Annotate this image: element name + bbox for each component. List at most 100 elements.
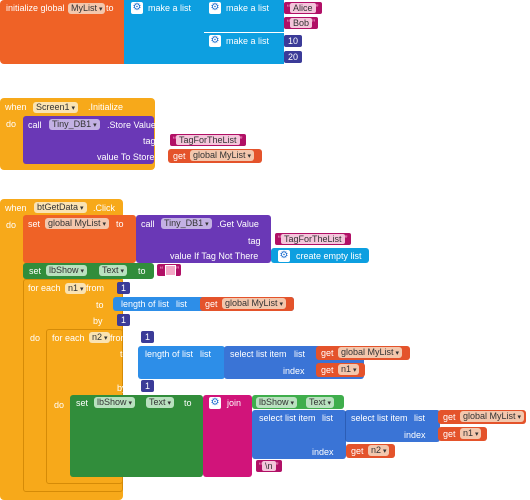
tag-label: tag (248, 236, 261, 246)
when-label: when (5, 203, 27, 213)
get-var[interactable]: global MyList (190, 150, 254, 161)
select-label: select list item (259, 413, 316, 423)
tag-label: tag (143, 136, 156, 146)
list-label: list (322, 413, 333, 423)
do-label: do (6, 119, 17, 129)
select-label: select list item (230, 349, 287, 359)
gear-icon[interactable]: ⚙ (209, 2, 221, 14)
list-label: list (176, 299, 187, 309)
get-label: get (321, 348, 334, 358)
text-bob[interactable]: “Bob” (284, 17, 319, 29)
empty-text-swatch (165, 265, 176, 276)
empty-list-block[interactable] (271, 248, 369, 263)
global-var-name[interactable]: MyList (68, 3, 106, 14)
get-n1-var[interactable]: n1 (460, 428, 482, 439)
list-label: list (200, 349, 211, 359)
to-label: to (116, 219, 124, 229)
select-list-item-outer[interactable] (252, 410, 346, 459)
do-label: do (6, 220, 17, 230)
empty-text[interactable]: “” (157, 264, 181, 276)
do-label: do (30, 333, 41, 343)
join-label: join (227, 398, 242, 408)
get-label: get (443, 429, 456, 439)
gear-icon[interactable]: ⚙ (209, 35, 221, 47)
list-label: list (294, 349, 305, 359)
to-label: to (184, 398, 192, 408)
get-label: get (173, 151, 186, 161)
from-value[interactable]: 1 (141, 331, 155, 343)
label-component[interactable]: lbShow (46, 265, 87, 276)
tinydb-component[interactable]: Tiny_DB1 (49, 119, 100, 130)
call-label: call (141, 219, 155, 229)
button-component[interactable]: btGetData (34, 202, 87, 213)
set-label: set (76, 398, 89, 408)
set-label-text-block[interactable] (23, 263, 154, 279)
to-label: to (120, 349, 128, 359)
by-label: by (117, 383, 127, 393)
get-n2-var[interactable]: n2 (368, 445, 390, 456)
make-list-label: make a list (148, 3, 192, 13)
value-to-store-label: value To Store (97, 152, 155, 162)
label-property[interactable]: Text (306, 397, 334, 408)
from-label: from (86, 283, 104, 293)
set-label: set (29, 266, 42, 276)
tinydb-component[interactable]: Tiny_DB1 (161, 218, 212, 229)
tag-text[interactable]: “TagForTheList” (170, 134, 246, 146)
event-name: .Initialize (88, 102, 124, 112)
by-value[interactable]: 1 (141, 380, 155, 392)
make-list-label: make a list (226, 36, 270, 46)
get-n1-var[interactable]: n1 (338, 364, 360, 375)
tag-text[interactable]: “TagForTheList” (275, 233, 351, 245)
screen-component[interactable]: Screen1 (33, 102, 78, 113)
when-label: when (5, 102, 27, 112)
get-label: get (321, 365, 334, 375)
label-property[interactable]: Text (99, 265, 127, 276)
index-label: index (283, 366, 305, 376)
for-each-label: for each (52, 333, 85, 343)
number-20[interactable]: 20 (284, 51, 303, 63)
to-label: to (138, 266, 146, 276)
select-list-item-inner[interactable] (345, 410, 440, 442)
empty-list-label: create empty list (296, 251, 362, 261)
get-label: get (205, 299, 218, 309)
length-of-list-block[interactable] (138, 346, 225, 379)
global-to-label: to (106, 3, 114, 13)
by-label: by (93, 316, 103, 326)
event-name: .Click (93, 203, 115, 213)
get-var[interactable]: global MyList (460, 411, 524, 422)
get-label: get (351, 446, 364, 456)
number-10[interactable]: 10 (284, 35, 303, 47)
label-component[interactable]: lbShow (94, 397, 135, 408)
make-list-label: make a list (226, 3, 270, 13)
method-name: .Store Value (107, 120, 156, 130)
set-label: set (28, 219, 41, 229)
by-value[interactable]: 1 (117, 314, 131, 326)
text-alice[interactable]: “Alice” (284, 2, 322, 14)
for-each-label: for each (28, 283, 61, 293)
select-label: select list item (351, 413, 408, 423)
index-label: index (404, 430, 426, 440)
gear-icon[interactable]: ⚙ (278, 250, 290, 262)
method-name: .Get Value (217, 219, 259, 229)
default-value-label: value If Tag Not There (170, 251, 259, 261)
label-component[interactable]: lbShow (256, 397, 297, 408)
label-property[interactable]: Text (146, 397, 174, 408)
from-label: from (110, 333, 128, 343)
set-label-join-block[interactable] (70, 395, 203, 477)
gear-icon[interactable]: ⚙ (131, 2, 143, 14)
global-init-label: initialize global (6, 3, 65, 13)
from-value[interactable]: 1 (117, 282, 131, 294)
loop-var-n1[interactable]: n1 (65, 283, 87, 294)
newline-text[interactable]: “\n” (256, 460, 282, 472)
do-label: do (54, 400, 65, 410)
get-var[interactable]: global MyList (222, 298, 286, 309)
loop-var-n2[interactable]: n2 (89, 332, 111, 343)
gear-icon[interactable]: ⚙ (209, 397, 221, 409)
set-var[interactable]: global MyList (45, 218, 109, 229)
index-label: index (312, 447, 334, 457)
to-label: to (96, 300, 104, 310)
get-label: get (443, 412, 456, 422)
get-var[interactable]: global MyList (338, 347, 402, 358)
call-label: call (28, 120, 42, 130)
length-label: length of list (121, 299, 170, 309)
